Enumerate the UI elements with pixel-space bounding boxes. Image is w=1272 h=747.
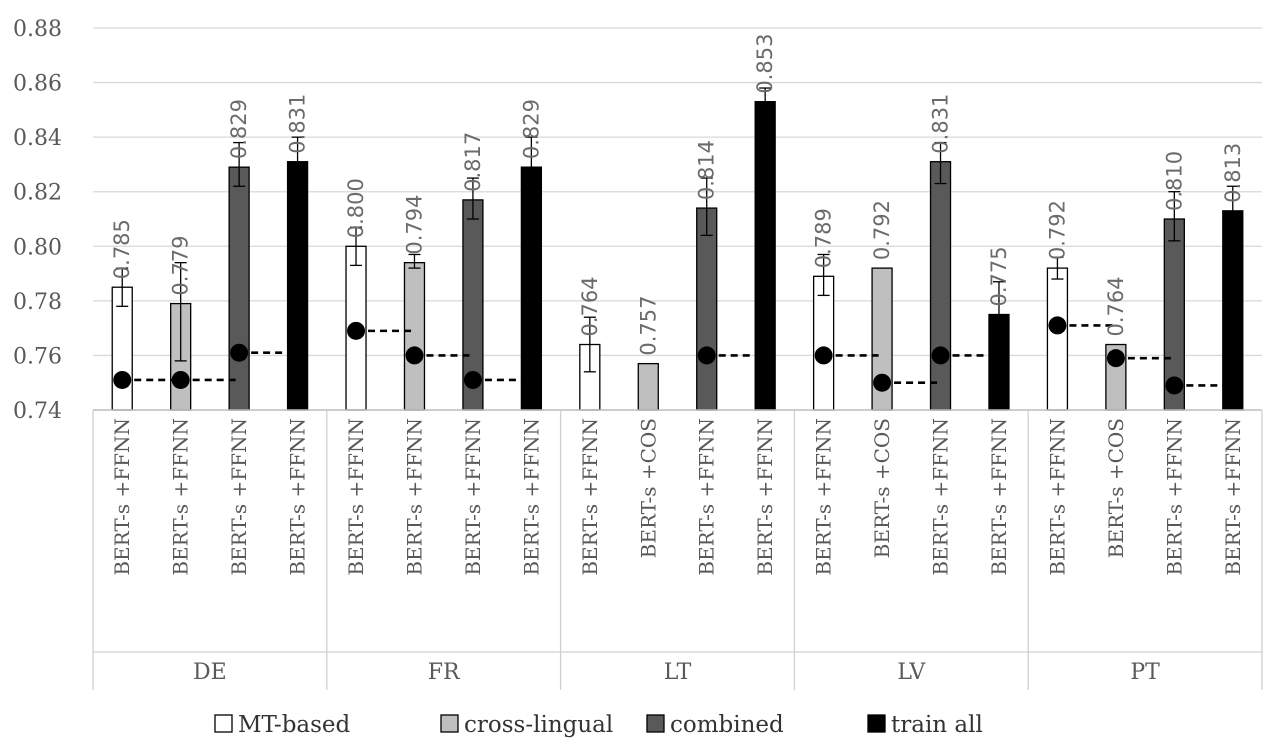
category-label: BERT-s +FFNN [695, 418, 719, 576]
group-label: DE [193, 660, 227, 685]
value-label: 0.810 [1162, 151, 1186, 211]
value-label: 0.785 [110, 219, 134, 279]
baseline-dot [931, 346, 950, 365]
group-label: LV [897, 660, 926, 685]
bar [637, 362, 659, 411]
group-label: PT [1130, 660, 1160, 685]
category-label: BERT-s +FFNN [753, 418, 777, 576]
category-label: BERT-s +FFNN [578, 418, 602, 576]
category-label: BERT-s +FFNN [519, 418, 543, 576]
baseline-dot [756, 346, 775, 365]
bar [1046, 267, 1069, 411]
bar [929, 161, 952, 411]
bar [520, 166, 543, 411]
y-tick-label: 0.86 [13, 72, 62, 97]
baseline-dot [113, 370, 132, 389]
value-label: 0.775 [987, 246, 1011, 306]
y-tick-label: 0.80 [13, 235, 62, 260]
category-label: BERT-s +COS [870, 418, 894, 558]
value-label: 0.817 [461, 132, 485, 192]
baseline-markers [113, 316, 1242, 395]
legend-label: combined [670, 712, 784, 738]
category-label: BERT-s +FFNN [402, 418, 426, 576]
value-label: 0.764 [1104, 276, 1128, 336]
baseline-dot [697, 346, 716, 365]
category-label: BERT-s +FFNN [169, 418, 193, 576]
category-label: BERT-s +FFNN [987, 418, 1011, 576]
baseline-dot [1048, 316, 1067, 335]
value-label: 0.792 [870, 200, 894, 260]
legend-swatch [214, 714, 233, 733]
category-label: BERT-s +FFNN [1162, 418, 1186, 576]
bar [403, 262, 426, 411]
value-label: 0.829 [227, 99, 251, 159]
legend-label: train all [891, 712, 983, 738]
baseline-dot [1106, 349, 1125, 368]
baseline-dot [230, 343, 249, 362]
value-label: 0.794 [402, 195, 426, 255]
value-label: 0.792 [1045, 200, 1069, 260]
baseline-dot [171, 370, 190, 389]
category-label: BERT-s +COS [636, 418, 660, 558]
group-label: LT [664, 660, 692, 685]
category-label: BERT-s +FFNN [1045, 418, 1069, 576]
baseline-dot [814, 346, 833, 365]
value-label: 0.853 [753, 34, 777, 94]
value-label: 0.757 [636, 295, 660, 355]
bar [696, 207, 718, 411]
value-label: 0.814 [695, 140, 719, 200]
category-label: BERT-s +FFNN [344, 418, 368, 576]
legend-swatch [440, 714, 459, 733]
category-label: BERT-s +COS [1104, 418, 1128, 558]
category-label: BERT-s +FFNN [110, 418, 134, 576]
value-label: 0.789 [812, 208, 836, 268]
legend-swatch [867, 714, 886, 733]
legend: MT-based cross-lingual combined train all [214, 712, 983, 738]
value-label: 0.800 [344, 178, 368, 238]
bar [812, 275, 835, 411]
value-labels: 0.785 0.779 0.829 0.831 0.800 0.794 0.817 0.829… [110, 34, 1245, 356]
baseline-dot [405, 346, 424, 365]
y-tick-label: 0.78 [13, 290, 62, 315]
value-label: 0.813 [1221, 143, 1245, 203]
y-axis: 0.74 0.76 0.78 0.80 0.82 0.84 0.86 0.88 [13, 17, 62, 424]
x-axis: DE BERT-s +FFNN BERT-s +FFNN BERT-s +FFNN BE… [92, 409, 1263, 690]
baseline-dot [1165, 376, 1184, 395]
bar [228, 166, 250, 411]
legend-swatch [646, 714, 665, 733]
value-label: 0.829 [519, 99, 543, 159]
y-tick-label: 0.82 [13, 181, 62, 206]
category-label: BERT-s +FFNN [461, 418, 485, 576]
value-label: 0.831 [929, 94, 953, 154]
legend-label: MT-based [238, 712, 351, 738]
y-tick-label: 0.76 [13, 344, 62, 369]
baseline-dot [347, 321, 366, 340]
legend-label: cross-lingual [464, 712, 613, 738]
value-label: 0.764 [578, 276, 602, 336]
category-label: BERT-s +FFNN [929, 418, 953, 576]
baseline-dot [873, 373, 892, 392]
baseline-dot [288, 370, 307, 389]
y-tick-label: 0.74 [13, 399, 62, 424]
group-label: FR [428, 660, 461, 685]
y-tick-label: 0.84 [13, 126, 62, 151]
baseline-dot [522, 321, 541, 340]
y-tick-label: 0.88 [13, 17, 62, 42]
category-label: BERT-s +FFNN [812, 418, 836, 576]
value-label: 0.779 [169, 235, 193, 295]
category-label: BERT-s +FFNN [227, 418, 251, 576]
baseline-dot [463, 370, 482, 389]
value-label: 0.831 [286, 94, 310, 154]
bars [111, 87, 1244, 411]
category-label: BERT-s +FFNN [286, 418, 310, 576]
baseline-dot [1223, 376, 1242, 395]
category-label: BERT-s +FFNN [1221, 418, 1245, 576]
